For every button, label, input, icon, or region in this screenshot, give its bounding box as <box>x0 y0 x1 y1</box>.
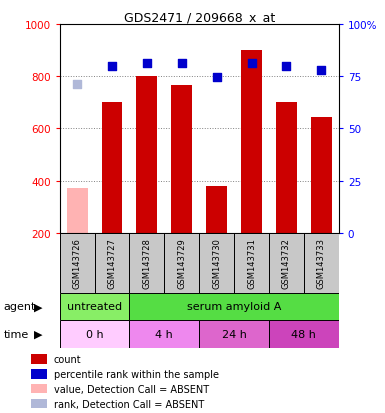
Bar <box>60 320 129 348</box>
Text: count: count <box>54 354 82 364</box>
Text: GSM143733: GSM143733 <box>317 238 326 289</box>
Text: 0 h: 0 h <box>86 329 104 339</box>
Text: ▶: ▶ <box>34 301 43 312</box>
Bar <box>199 233 234 293</box>
Bar <box>129 233 164 293</box>
Title: GDS2471 / 209668_x_at: GDS2471 / 209668_x_at <box>124 11 275 24</box>
Bar <box>234 233 269 293</box>
Bar <box>67 189 88 233</box>
Point <box>214 75 220 81</box>
Point <box>283 63 290 70</box>
Bar <box>31 399 47 408</box>
Text: serum amyloid A: serum amyloid A <box>187 301 281 312</box>
Bar <box>31 354 47 364</box>
Text: agent: agent <box>4 301 36 312</box>
Bar <box>102 103 122 233</box>
Bar <box>276 103 297 233</box>
Bar <box>31 369 47 379</box>
Point <box>144 61 150 67</box>
Bar <box>31 384 47 394</box>
Bar <box>304 233 339 293</box>
Text: value, Detection Call = ABSENT: value, Detection Call = ABSENT <box>54 384 209 394</box>
Text: percentile rank within the sample: percentile rank within the sample <box>54 369 219 379</box>
Bar <box>129 293 339 320</box>
Bar <box>60 293 129 320</box>
Bar <box>171 86 192 233</box>
Bar <box>60 233 95 293</box>
Bar <box>164 233 199 293</box>
Point <box>248 61 254 67</box>
Bar <box>311 117 332 233</box>
Text: GSM143731: GSM143731 <box>247 238 256 289</box>
Point <box>179 61 185 67</box>
Text: untreated: untreated <box>67 301 122 312</box>
Text: GSM143730: GSM143730 <box>212 238 221 289</box>
Text: 4 h: 4 h <box>156 329 173 339</box>
Text: time: time <box>4 329 29 339</box>
Text: GSM143727: GSM143727 <box>107 238 117 289</box>
Bar <box>241 51 262 233</box>
Text: 24 h: 24 h <box>222 329 246 339</box>
Text: 48 h: 48 h <box>291 329 316 339</box>
Text: GSM143728: GSM143728 <box>142 238 151 289</box>
Text: GSM143729: GSM143729 <box>177 238 186 289</box>
Bar <box>136 77 157 233</box>
Bar <box>269 233 304 293</box>
Text: GSM143732: GSM143732 <box>282 238 291 289</box>
Bar <box>129 320 199 348</box>
Text: rank, Detection Call = ABSENT: rank, Detection Call = ABSENT <box>54 399 204 408</box>
Point <box>74 81 80 88</box>
Text: ▶: ▶ <box>34 329 43 339</box>
Point <box>109 63 115 70</box>
Bar <box>199 320 269 348</box>
Text: GSM143726: GSM143726 <box>73 238 82 289</box>
Bar <box>269 320 339 348</box>
Bar <box>95 233 129 293</box>
Point <box>318 67 325 74</box>
Bar <box>206 186 227 233</box>
